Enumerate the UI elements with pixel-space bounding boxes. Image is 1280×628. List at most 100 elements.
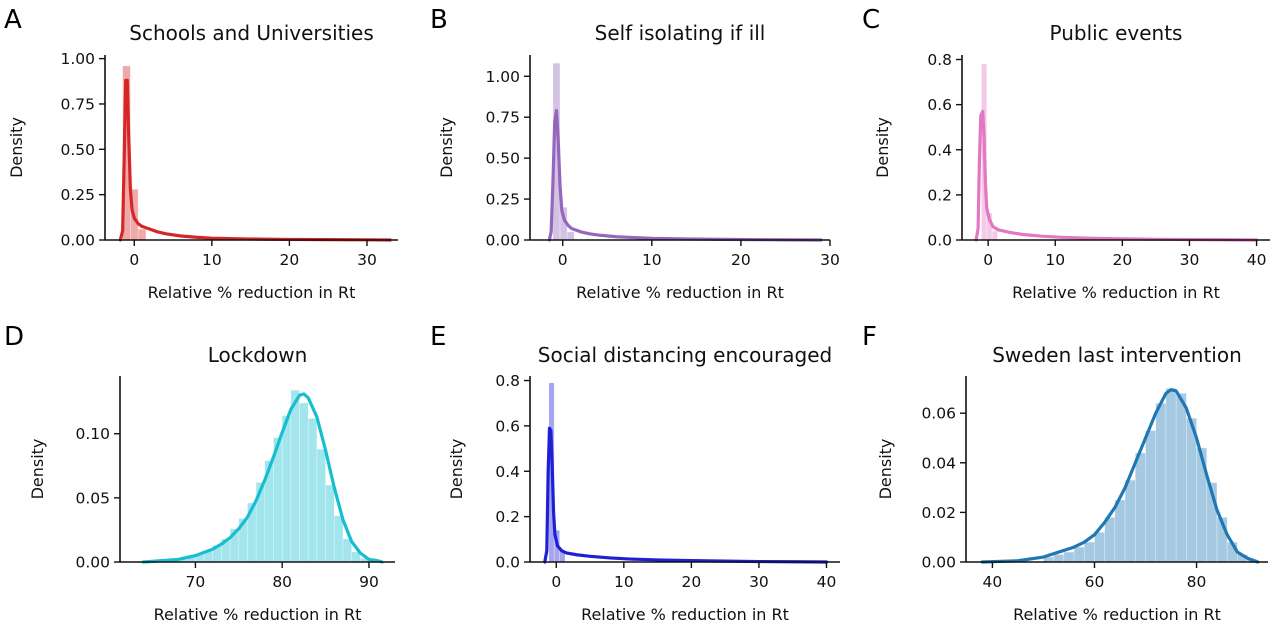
y-tick-label: 0.6 — [495, 417, 520, 435]
panel-d: D Lockdown 70 80 90 0.00 0.05 0.10 Relative % re… — [4, 322, 395, 624]
histogram-bar — [1073, 546, 1085, 563]
x-tick-label: 60 — [1085, 573, 1105, 591]
y-tick-label: 0.75 — [60, 95, 95, 113]
histogram-bar — [1053, 554, 1065, 563]
histogram-bar — [299, 402, 309, 563]
histogram-bar — [333, 515, 344, 563]
x-axis-label: Relative % reduction in Rt — [148, 283, 356, 302]
y-tick-label: 0.0 — [495, 554, 520, 572]
x-axis-label: Relative % reduction in Rt — [1012, 283, 1220, 302]
y-tick-label: 1.00 — [485, 68, 520, 86]
histogram-bar — [281, 415, 292, 563]
y-tick-label: 0.25 — [60, 186, 95, 204]
histogram-bar — [1175, 393, 1187, 563]
histogram-bar — [1165, 388, 1177, 563]
kde-line — [543, 426, 829, 564]
histogram-bar — [325, 484, 335, 563]
x-tick-label: 30 — [357, 251, 377, 269]
y-tick-label: 0.00 — [485, 232, 520, 250]
x-tick-label: 70 — [186, 573, 206, 591]
panel-letter: A — [4, 5, 22, 35]
histogram-bar — [290, 389, 300, 563]
x-tick-label: 10 — [202, 251, 222, 269]
histogram-bar — [307, 418, 318, 563]
y-tick-label: 0.8 — [927, 51, 952, 69]
x-tick-label: 0 — [558, 251, 568, 269]
x-tick-label: 0 — [983, 251, 993, 269]
y-tick-label: 0.50 — [60, 141, 95, 159]
y-axis-label: Density — [447, 439, 466, 500]
histogram-bar — [1104, 517, 1116, 563]
y-tick-label: 0.0 — [927, 232, 952, 250]
x-tick-label: 30 — [749, 573, 769, 591]
x-tick-label: 90 — [359, 573, 379, 591]
x-tick-label: 40 — [817, 573, 837, 591]
y-tick-label: 0.8 — [495, 372, 520, 390]
y-axis-label: Density — [28, 439, 47, 500]
y-tick-label: 0.04 — [921, 454, 956, 472]
y-tick-label: 0.6 — [927, 96, 952, 114]
x-tick-label: 30 — [1180, 251, 1200, 269]
chart-title: Social distancing encouraged — [538, 343, 832, 367]
kde-line — [980, 388, 1260, 564]
kde-line — [974, 109, 1259, 242]
y-tick-label: 0.2 — [495, 508, 520, 526]
x-tick-label: 0 — [551, 573, 561, 591]
kde-line — [141, 392, 384, 564]
y-tick-label: 0.2 — [927, 186, 952, 204]
histogram-bar — [991, 230, 998, 241]
chart-title: Public events — [1050, 21, 1183, 45]
chart-title: Sweden last intervention — [992, 343, 1242, 367]
y-tick-label: 0.00 — [60, 232, 95, 250]
y-tick-label: 0.05 — [75, 489, 110, 507]
y-tick-label: 0.00 — [75, 554, 110, 572]
panel-b: B Self isolating if ill 0 10 20 30 0.00 0.25 0.5… — [430, 5, 840, 302]
x-tick-label: 80 — [272, 573, 292, 591]
x-tick-label: 10 — [642, 251, 662, 269]
y-tick-label: 1.00 — [60, 50, 95, 68]
panel-letter: B — [430, 5, 448, 35]
y-tick-label: 0.4 — [927, 141, 952, 159]
x-tick-label: 30 — [820, 251, 840, 269]
chart-title: Lockdown — [208, 343, 308, 367]
y-axis-label: Density — [873, 117, 892, 178]
y-tick-label: 0.75 — [485, 109, 520, 127]
x-tick-label: 10 — [1045, 251, 1065, 269]
x-tick-label: 20 — [731, 251, 751, 269]
histogram-bar — [1124, 479, 1136, 563]
histogram-bar — [1114, 499, 1126, 563]
histogram-bar — [1155, 402, 1167, 563]
x-axis-label: Relative % reduction in Rt — [1013, 605, 1221, 624]
histogram-bars — [151, 389, 378, 563]
histogram-bar — [1186, 417, 1197, 563]
chart-title: Schools and Universities — [129, 21, 374, 45]
y-tick-label: 0.50 — [485, 150, 520, 168]
panel-letter: E — [430, 322, 446, 352]
histogram-bar — [1063, 551, 1075, 563]
y-axis-label: Density — [876, 439, 895, 500]
x-axis-label: Relative % reduction in Rt — [154, 605, 362, 624]
y-axis-label: Density — [437, 117, 456, 178]
panel-a: A Schools and Universities 0 10 20 30 0.00 0.25… — [4, 5, 398, 302]
panel-letter: C — [862, 5, 880, 35]
x-tick-label: 40 — [1247, 251, 1267, 269]
panel-f: F Sweden last intervention 40 60 80 0.00 0.02 0… — [862, 322, 1268, 624]
histogram-bar — [1135, 452, 1146, 563]
panel-letter: F — [862, 322, 877, 352]
kde-line — [118, 78, 392, 242]
y-axis-label: Density — [7, 117, 26, 178]
y-tick-label: 0.10 — [75, 425, 110, 443]
histogram-bar — [1145, 430, 1157, 563]
x-tick-label: 40 — [983, 573, 1003, 591]
panel-c: C Public events 0 10 20 30 40 0.0 0.2 0.4 0.6 0.8 Re… — [862, 5, 1270, 302]
y-tick-label: 0.06 — [921, 405, 956, 423]
histogram-bar — [1094, 531, 1105, 563]
panel-letter: D — [4, 322, 24, 352]
histogram-bar — [566, 231, 575, 241]
y-tick-label: 0.25 — [485, 191, 520, 209]
x-tick-label: 0 — [129, 251, 139, 269]
x-tick-label: 20 — [280, 251, 300, 269]
histogram-bar — [1083, 541, 1095, 563]
